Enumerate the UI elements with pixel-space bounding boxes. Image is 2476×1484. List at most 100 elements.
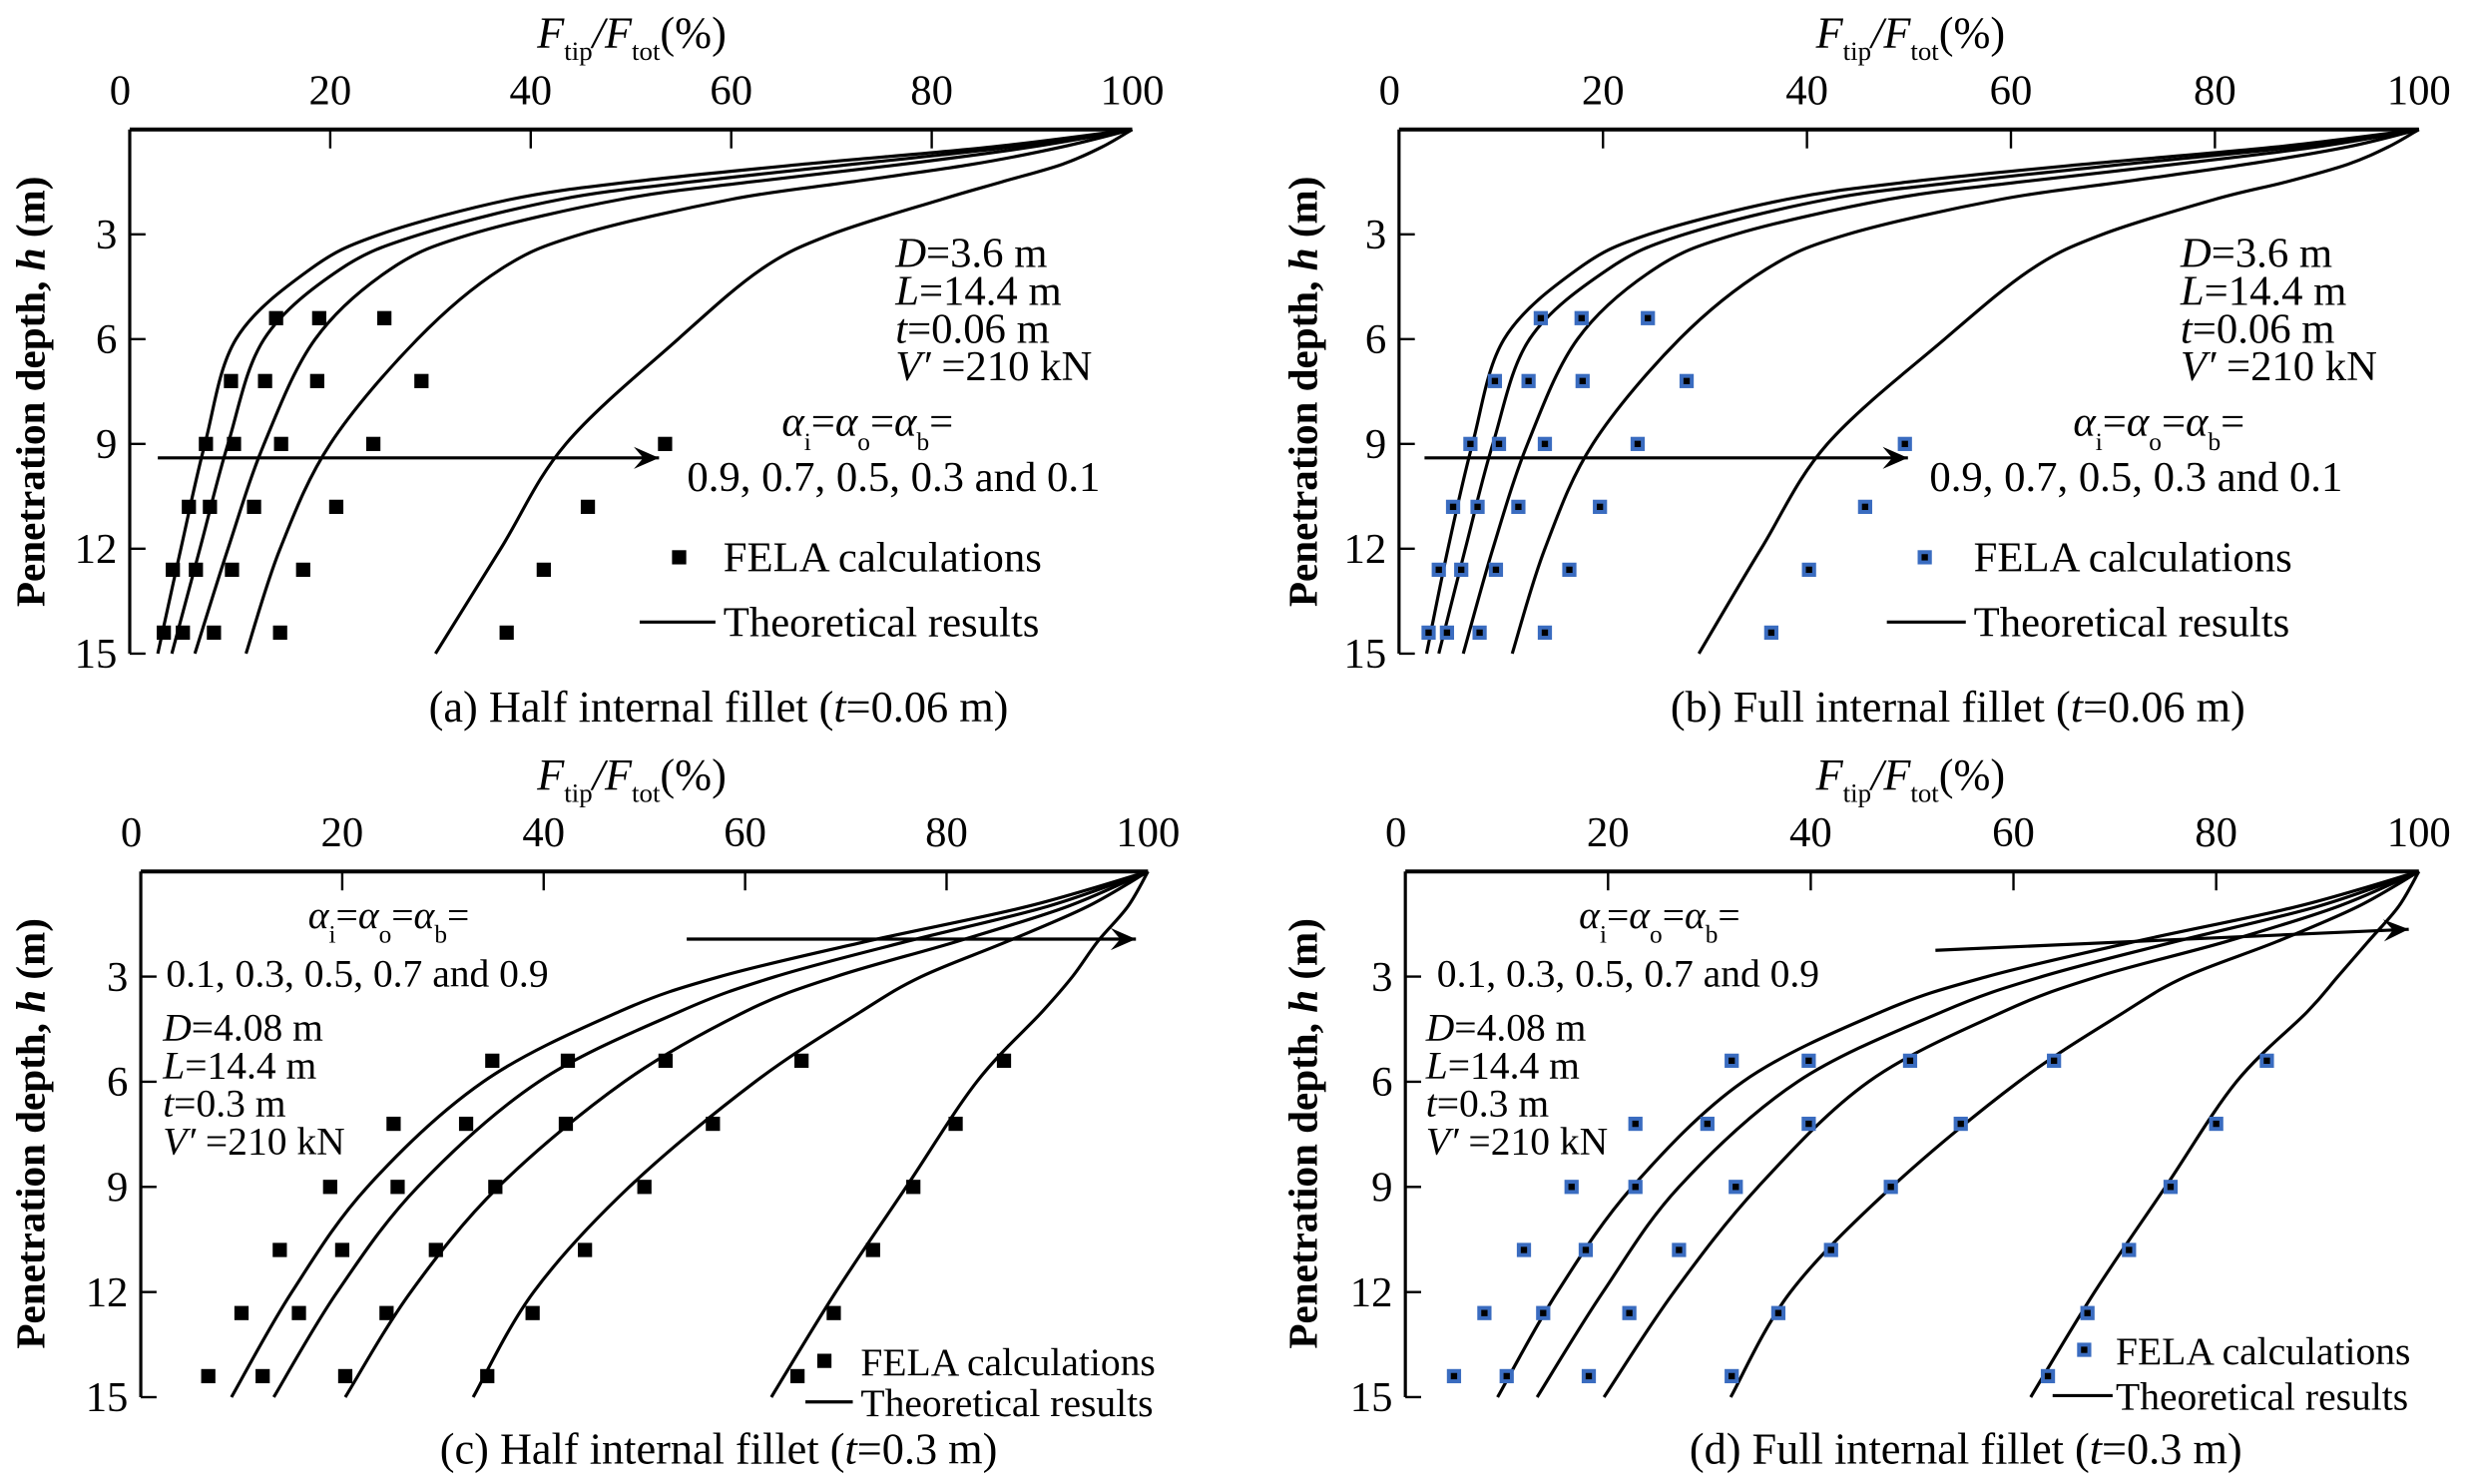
fela-point-alpha-0.5 [379, 1305, 394, 1320]
theoretical-curves [156, 128, 1134, 655]
marker-center [1626, 1309, 1633, 1316]
text-part: = [811, 399, 835, 446]
marker-center [1774, 1309, 1782, 1316]
fela-point-alpha-0.7 [1823, 1242, 1838, 1257]
text-part: =4.08 m [192, 1005, 323, 1049]
fela-point-alpha-0.5 [377, 310, 392, 325]
fela-point-alpha-0.1 [1725, 1053, 1739, 1068]
theoretical-curve-alpha-0.5 [1602, 869, 2420, 1398]
y-tick-label: 3 [1365, 212, 1386, 258]
text-part: (b) Full internal fillet ( [1671, 683, 2071, 732]
parameter-text: L=14.4 m [1425, 1043, 1580, 1087]
text-part: =4.08 m [1454, 1005, 1586, 1049]
marker-square [637, 1180, 652, 1195]
theoretical-curve-alpha-0.7 [170, 128, 1133, 655]
text-part: D [1425, 1005, 1455, 1049]
y-tick-label: 15 [86, 1374, 129, 1421]
text-part: i [2096, 428, 2103, 456]
fela-point-alpha-0.7 [1883, 1180, 1898, 1195]
y-tick-label: 9 [107, 1165, 128, 1212]
fela-point-alpha-0.1 [658, 436, 673, 451]
marker-center [1767, 629, 1775, 637]
text-part: tip [1843, 778, 1871, 808]
text-part: t [2071, 683, 2085, 732]
text-part: =14.4 m [185, 1043, 316, 1087]
text-part: / [590, 750, 609, 799]
y-tick-label: 6 [96, 316, 117, 363]
marker-center [2263, 1057, 2270, 1065]
marker-square [525, 1305, 540, 1320]
y-tick-label: 3 [107, 954, 128, 1001]
fela-point-alpha-0.7 [706, 1116, 721, 1132]
parameter-text: V′ =210 kN [895, 343, 1092, 390]
text-part: Penetration depth, [1280, 1013, 1326, 1349]
text-part: tot [632, 36, 661, 66]
arrow-head-icon [634, 446, 660, 469]
marker-square [272, 625, 287, 641]
marker-square [337, 1368, 353, 1384]
fela-point-alpha-0.7 [203, 499, 218, 514]
y-tick-label: 3 [1371, 954, 1392, 1001]
marker-square [558, 1116, 574, 1132]
y-tick-label: 9 [1365, 421, 1386, 468]
marker-square [272, 1242, 287, 1257]
fela-point-alpha-0.1 [1446, 1368, 1462, 1384]
fela-point-alpha-0.1 [272, 1242, 287, 1257]
marker-square [291, 1305, 306, 1320]
y-axis-title: Penetration depth, h (m) [8, 176, 55, 607]
text-part: t [895, 305, 908, 352]
text-part: t [833, 683, 847, 732]
parameter-text: V′ =210 kN [1426, 1119, 1608, 1163]
y-tick-label: 3 [96, 212, 117, 258]
parameter-text: D=4.08 m [162, 1005, 323, 1049]
text-part: i [804, 428, 811, 456]
y-axis-title: Penetration depth, h (m) [1280, 918, 1327, 1349]
text-part: = [929, 399, 953, 446]
fela-point-alpha-0.3 [414, 373, 429, 388]
fela-point-alpha-0.3 [560, 1053, 576, 1068]
marker-square [706, 1116, 721, 1132]
text-part: Penetration depth, [1280, 270, 1326, 607]
text-part: (m) [8, 176, 55, 247]
y-tick-label: 9 [1371, 1165, 1392, 1212]
text-part: h [1280, 247, 1326, 270]
fela-point-alpha-0.7 [176, 625, 191, 641]
fela-point-alpha-0.7 [794, 1053, 809, 1068]
text-part: F [604, 750, 633, 799]
fela-point-alpha-0.3 [291, 1305, 306, 1320]
x-tick-label: 0 [1379, 67, 1400, 114]
text-part: tip [564, 778, 592, 808]
text-part: (c) Half internal fillet ( [440, 1424, 845, 1473]
panel-c: 0 20 40 60 80 1003691215Ftip/Ftot(%)Penetrati… [8, 750, 1181, 1473]
fela-point-alpha-0.5 [1729, 1180, 1743, 1195]
text-part: (d) Full internal fillet ( [1690, 1424, 2090, 1473]
marker-square [578, 1242, 593, 1257]
theoretical-curve-alpha-0.1 [1697, 128, 2420, 655]
text-part: tip [1843, 36, 1871, 66]
fela-point-alpha-0.5 [1575, 373, 1590, 388]
marker-square [328, 499, 344, 514]
text-part: o [2149, 428, 2162, 456]
text-part: = [1663, 893, 1685, 937]
marker-square [794, 1053, 809, 1068]
marker-square [658, 1053, 674, 1068]
text-part: =210 kN [196, 1119, 345, 1163]
marker-square [257, 373, 272, 388]
fela-point-alpha-0.7 [189, 562, 204, 578]
text-part: V′ [163, 1119, 197, 1163]
fela-point-alpha-0.1 [485, 1053, 500, 1068]
fela-point-alpha-0.1 [1763, 625, 1778, 641]
marker-square [458, 1116, 474, 1132]
fela-markers [1446, 1053, 2274, 1384]
marker-square [201, 1368, 216, 1384]
text-part: L [2180, 267, 2205, 314]
fela-point-alpha-0.1 [234, 1305, 249, 1320]
marker-square [499, 625, 514, 641]
fela-point-alpha-0.3 [1499, 1368, 1514, 1384]
text-part: / [1868, 750, 1887, 799]
marker-center [1704, 1120, 1711, 1128]
